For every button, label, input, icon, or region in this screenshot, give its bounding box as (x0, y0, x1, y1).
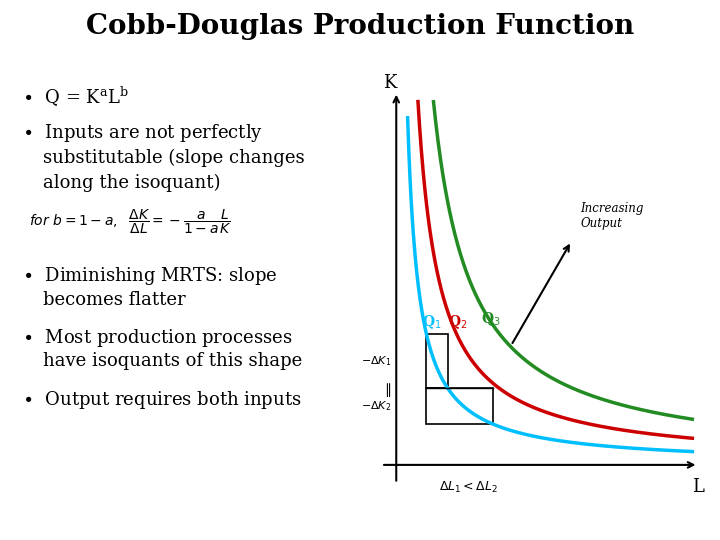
Text: Increasing
Output: Increasing Output (580, 202, 644, 230)
Text: $-\Delta K_1$: $-\Delta K_1$ (361, 354, 392, 368)
Text: Q$_1$: Q$_1$ (422, 313, 441, 331)
Text: Q$_2$: Q$_2$ (448, 313, 467, 331)
Text: substitutable (slope changes: substitutable (slope changes (43, 148, 305, 167)
Text: L: L (693, 478, 704, 496)
Text: $\Delta L_1 < \Delta L_2$: $\Delta L_1 < \Delta L_2$ (439, 480, 498, 495)
Text: $\bullet$  Q = K$^\mathregular{a}$L$^\mathregular{b}$: $\bullet$ Q = K$^\mathregular{a}$L$^\mat… (22, 84, 129, 107)
Text: $\bullet$  Most production processes: $\bullet$ Most production processes (22, 327, 292, 349)
Text: Q$_3$: Q$_3$ (481, 311, 500, 328)
Text: $\bullet$  Inputs are not perfectly: $\bullet$ Inputs are not perfectly (22, 122, 263, 144)
Text: have isoquants of this shape: have isoquants of this shape (43, 352, 302, 370)
Bar (426, 334, 448, 388)
Text: $\bullet$  Output requires both inputs: $\bullet$ Output requires both inputs (22, 389, 301, 411)
Text: $\bullet$  Diminishing MRTS: slope: $\bullet$ Diminishing MRTS: slope (22, 265, 277, 287)
Text: Cobb-Douglas Production Function: Cobb-Douglas Production Function (86, 14, 634, 40)
Text: $\parallel$: $\parallel$ (382, 381, 392, 399)
Text: $\mathit{for}\ b=1-a,\ \ \dfrac{\Delta K}{\Delta L}=-\dfrac{a}{1-a}\dfrac{L}{K}$: $\mathit{for}\ b=1-a,\ \ \dfrac{\Delta K… (29, 208, 231, 236)
Text: becomes flatter: becomes flatter (43, 291, 186, 308)
Text: K: K (384, 74, 397, 92)
Text: $-\Delta K_2$: $-\Delta K_2$ (361, 399, 392, 413)
Text: along the isoquant): along the isoquant) (43, 174, 221, 192)
Bar (426, 388, 493, 424)
